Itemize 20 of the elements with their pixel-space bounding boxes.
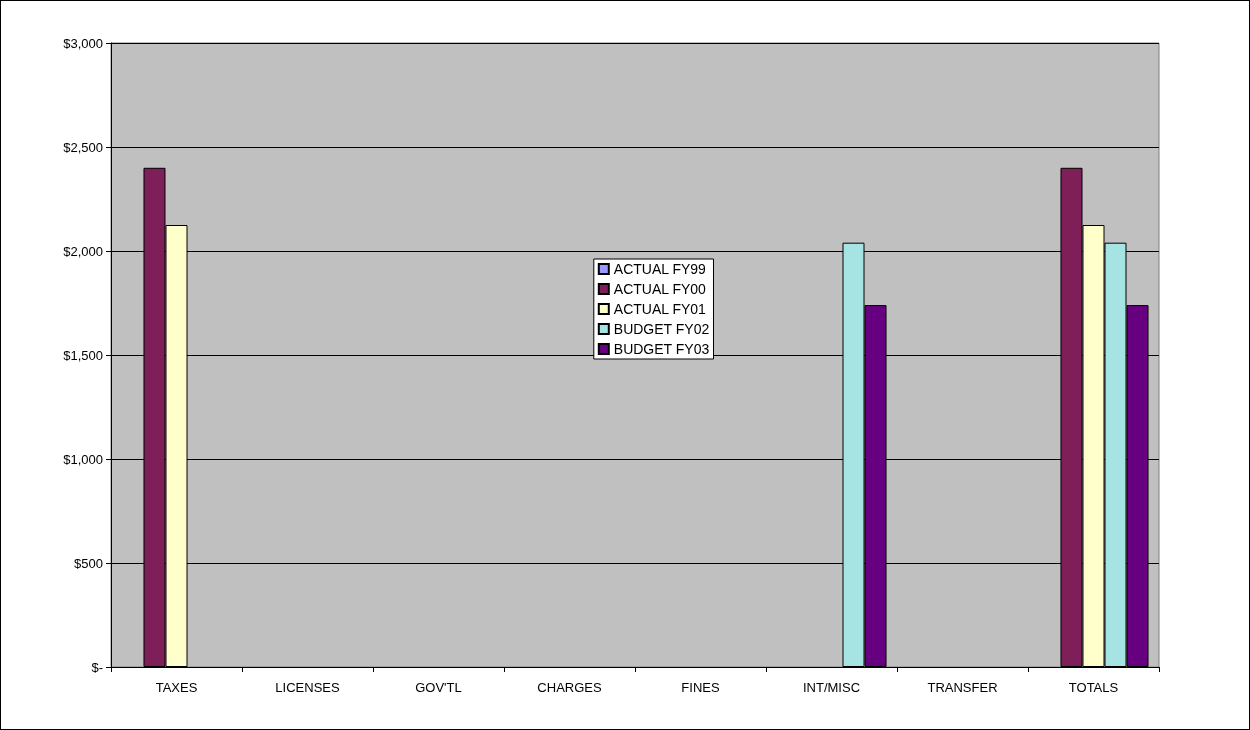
legend-label: ACTUAL FY00 — [613, 281, 707, 297]
x-tick-label: TOTALS — [1068, 680, 1119, 695]
x-tick-label: TAXES — [155, 680, 198, 695]
y-tick-label: $500 — [74, 555, 103, 571]
x-tick-label: LICENSES — [275, 680, 340, 695]
y-tick-label: $2,500 — [63, 139, 103, 155]
legend-label: ACTUAL FY99 — [613, 261, 707, 277]
y-tick-label: $1,500 — [63, 347, 103, 363]
x-tick-label: GOV'TL — [415, 680, 462, 695]
y-tick-label: $- — [91, 659, 103, 675]
y-tick-label: $2,000 — [63, 243, 103, 259]
x-tick-label: FINES — [681, 680, 720, 695]
y-tick-label: $3,000 — [63, 35, 103, 51]
x-tick-label: TRANSFER — [927, 680, 998, 695]
legend-label: BUDGET FY03 — [613, 341, 710, 357]
x-tick-label: CHARGES — [537, 680, 602, 695]
x-tick-label: INT/MISC — [802, 680, 861, 695]
y-tick-label: $1,000 — [63, 451, 103, 467]
legend-label: BUDGET FY02 — [613, 321, 710, 337]
legend-label: ACTUAL FY01 — [613, 301, 707, 317]
